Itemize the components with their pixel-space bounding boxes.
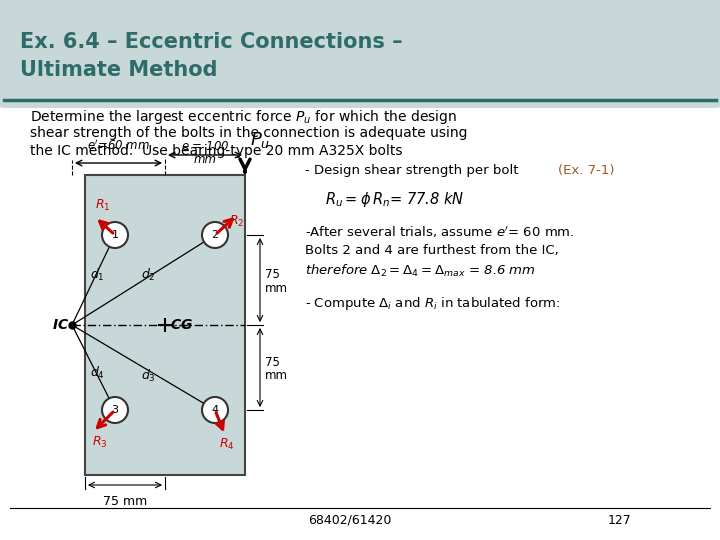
Text: 4: 4 <box>212 405 219 415</box>
Circle shape <box>202 397 228 423</box>
Text: Determine the largest eccentric force $P_u$ for which the design: Determine the largest eccentric force $P… <box>30 108 457 126</box>
Text: - Design shear strength per bolt: - Design shear strength per bolt <box>305 164 523 177</box>
Text: mm: mm <box>265 281 288 294</box>
Text: $d_2$: $d_2$ <box>141 267 156 283</box>
Text: mm: mm <box>265 369 288 382</box>
Circle shape <box>102 222 128 248</box>
Text: 75: 75 <box>265 356 280 369</box>
Circle shape <box>102 397 128 423</box>
Text: 1: 1 <box>112 230 119 240</box>
Text: Ex. 6.4 – Eccentric Connections –: Ex. 6.4 – Eccentric Connections – <box>20 32 402 52</box>
Text: $e$ = 100: $e$ = 100 <box>181 140 229 153</box>
Text: therefore $\Delta_2 = \Delta_4 = \Delta_{max}$ = 8.6 mm: therefore $\Delta_2 = \Delta_4 = \Delta_… <box>305 263 536 279</box>
Bar <box>4 4 716 100</box>
Text: $\boldsymbol{IC}$: $\boldsymbol{IC}$ <box>52 318 69 332</box>
Text: 127: 127 <box>608 514 632 526</box>
Text: 3: 3 <box>112 405 119 415</box>
Text: $d_4$: $d_4$ <box>89 364 104 381</box>
Text: $R_2$: $R_2$ <box>230 213 245 228</box>
Text: $d_1$: $d_1$ <box>90 267 104 283</box>
Circle shape <box>202 222 228 248</box>
Text: $\boldsymbol{P_u}$: $\boldsymbol{P_u}$ <box>250 130 270 150</box>
Text: 2: 2 <box>212 230 219 240</box>
Text: (Ex. 7-1): (Ex. 7-1) <box>558 164 614 177</box>
Text: -After several trials, assume $e'$= 60 mm.: -After several trials, assume $e'$= 60 m… <box>305 225 575 240</box>
Bar <box>4 50 716 100</box>
Text: 68402/61420: 68402/61420 <box>308 514 392 526</box>
Text: the IC method.  Use bearing-type 20 mm A325X bolts: the IC method. Use bearing-type 20 mm A3… <box>30 144 402 158</box>
Text: 75: 75 <box>265 268 280 281</box>
Text: $R_u = \phi\, R_n$= 77.8 kN: $R_u = \phi\, R_n$= 77.8 kN <box>325 190 464 209</box>
Text: $e'$=60 mm: $e'$=60 mm <box>87 138 150 153</box>
Text: $R_4$: $R_4$ <box>219 436 235 451</box>
Text: Ultimate Method: Ultimate Method <box>20 60 217 80</box>
Text: mm: mm <box>194 153 217 166</box>
Bar <box>85 175 245 475</box>
Text: 75 mm: 75 mm <box>103 495 147 508</box>
Text: Bolts 2 and 4 are furthest from the IC,: Bolts 2 and 4 are furthest from the IC, <box>305 244 559 257</box>
FancyBboxPatch shape <box>0 0 720 108</box>
Text: $\boldsymbol{CG}$: $\boldsymbol{CG}$ <box>170 318 193 332</box>
Text: $d_3$: $d_3$ <box>141 367 156 383</box>
Text: $R_1$: $R_1$ <box>95 198 111 213</box>
Text: shear strength of the bolts in the connection is adequate using: shear strength of the bolts in the conne… <box>30 126 467 140</box>
Text: - Compute $\Delta_i$ and $R_i$ in tabulated form:: - Compute $\Delta_i$ and $R_i$ in tabula… <box>305 295 560 312</box>
Text: $R_3$: $R_3$ <box>92 435 108 449</box>
